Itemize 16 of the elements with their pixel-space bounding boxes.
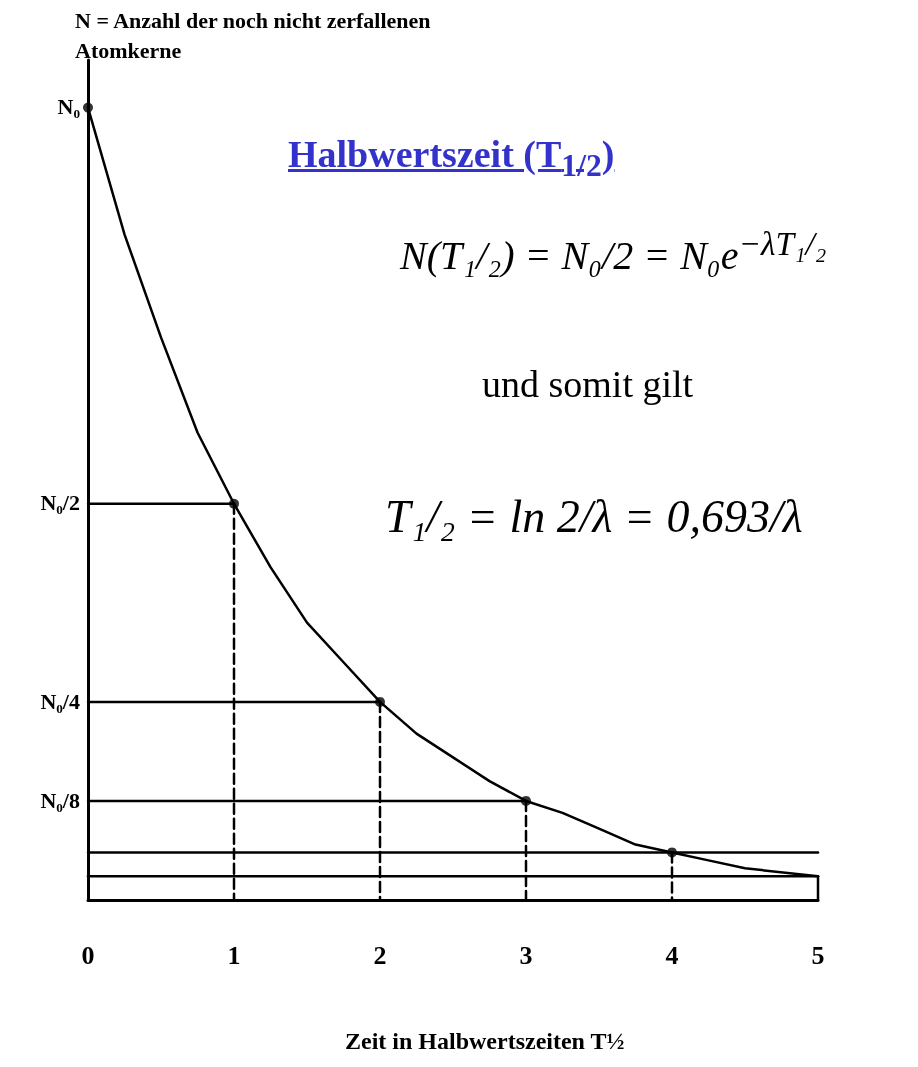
text: N₀/8 <box>40 788 80 814</box>
y-axis-title: N = Anzahl der noch nicht zerfallenen Atomkerne <box>75 7 432 65</box>
text: N₀ <box>57 94 80 120</box>
annotation: und somit gilt <box>482 362 694 406</box>
x-tick-label: 0 <box>81 940 95 970</box>
text: N₀/2 <box>40 490 80 516</box>
x-tick-label: 2 <box>373 940 387 970</box>
x-axis-title: Zeit in Halbwertszeiten T½ <box>345 1028 625 1055</box>
x-tick-label: 1 <box>227 940 241 970</box>
text: Halbwertszeit (T$_{1/2}$) <box>288 132 615 184</box>
annotation: N(T₁/₂) = N₀/2 = N₀e$^{−λT₁/₂}$ <box>400 225 827 280</box>
x-tick-label: 4 <box>665 940 679 970</box>
annotation: T₁/₂ = ln 2/λ = 0,693/λ <box>385 490 803 543</box>
x-tick-label: 3 <box>519 940 533 970</box>
text: N₀/4 <box>40 689 80 715</box>
x-tick-label: 5 <box>811 940 825 970</box>
